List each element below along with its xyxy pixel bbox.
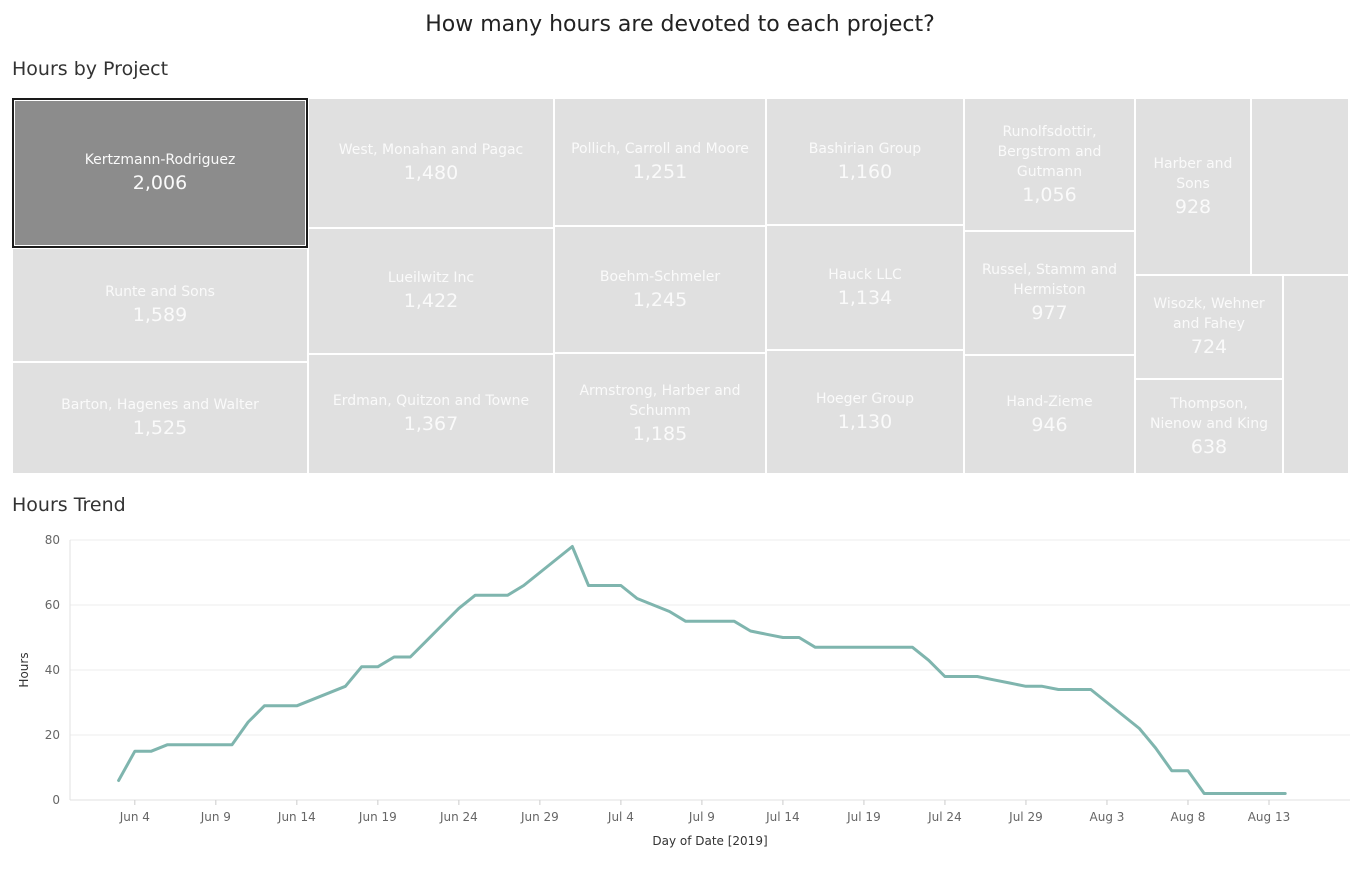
tile-project-name: Pollich, Carroll and Moore (571, 141, 749, 157)
treemap-tile[interactable]: Erdman, Quitzon and Towne 1,367 (308, 354, 554, 474)
tile-project-name: Hoeger Group (815, 391, 915, 407)
x-tick-label: Jul 19 (846, 810, 881, 824)
tile-hours-value: 1,251 (632, 161, 688, 183)
tile-hours-value: 1,589 (132, 304, 188, 326)
tile-project-name: West, Monahan and Pagac (338, 142, 524, 158)
treemap-tile[interactable]: Pollich, Carroll and Moore 1,251 (554, 98, 766, 226)
tile-project-name: Bashirian Group (808, 140, 922, 157)
treemap-tile[interactable]: Runte and Sons 1,589 (12, 248, 308, 362)
treemap-tile[interactable]: Hand-Zieme 946 (964, 355, 1135, 474)
tile-hours-value: 2,006 (132, 172, 188, 194)
y-tick-label: 0 (52, 793, 60, 807)
tile-project-name: Wisozk, Wehner and Fahey (1153, 296, 1265, 332)
trend-title: Hours Trend (12, 494, 126, 516)
treemap-tile[interactable]: Hoeger Group 1,130 (766, 350, 964, 474)
x-tick-label: Jul 14 (765, 810, 800, 824)
series-line-hours (117, 545, 1287, 795)
treemap-tile[interactable]: Boehm-Schmeler 1,245 (554, 226, 766, 353)
tile-project-name: Kertzmann-Rodriguez (84, 152, 236, 168)
treemap-tile-unlabeled[interactable] (1251, 98, 1349, 275)
y-tick-label: 60 (45, 598, 60, 612)
tile-hours-value: 1,056 (1022, 183, 1077, 206)
tile-project-name: Barton, Hagenes and Walter (61, 397, 259, 413)
tile-hours-value: 1,480 (403, 162, 459, 184)
tile-hours-value: 1,160 (837, 160, 893, 183)
x-tick-label: Jun 4 (119, 810, 150, 824)
tile-project-name: Armstrong, Harber and Schumm (579, 382, 741, 419)
y-tick-label: 80 (45, 533, 60, 547)
tile-project-name: Runte and Sons (105, 284, 215, 300)
x-tick-label: Aug 8 (1171, 810, 1206, 824)
treemap-tile[interactable]: Barton, Hagenes and Walter 1,525 (12, 362, 308, 474)
treemap-tile[interactable]: Harber and Sons 928 (1135, 98, 1251, 275)
tile-hours-value: 1,130 (837, 411, 893, 433)
tile-hours-value: 1,185 (632, 422, 688, 445)
tile-hours-value: 1,422 (403, 290, 459, 312)
tile-hours-value: 1,134 (837, 286, 893, 309)
tile-project-name: Hand-Zieme (1006, 393, 1093, 410)
treemap-tile[interactable]: Kertzmann-Rodriguez 2,006 (12, 98, 308, 248)
treemap-tile[interactable]: West, Monahan and Pagac 1,480 (308, 98, 554, 228)
x-axis-title: Day of Date [2019] (652, 834, 767, 848)
x-tick-label: Jul 9 (688, 810, 715, 824)
x-tick-label: Aug 13 (1248, 810, 1291, 824)
tile-hours-value: 1,245 (632, 288, 688, 311)
tile-project-name: Harber and Sons (1153, 155, 1233, 192)
tile-project-name: Thompson, Nienow and King (1150, 395, 1268, 432)
tile-project-name: Erdman, Quitzon and Towne (332, 393, 530, 409)
tile-hours-value: 977 (1031, 302, 1068, 324)
dashboard-title: How many hours are devoted to each proje… (425, 12, 935, 37)
tile-hours-value: 1,367 (403, 413, 459, 435)
treemap-tile[interactable]: Wisozk, Wehner and Fahey 724 (1135, 275, 1283, 379)
treemap-tile[interactable]: Thompson, Nienow and King 638 (1135, 379, 1283, 474)
x-tick-label: Jul 24 (927, 810, 962, 824)
treemap-tile[interactable]: Runolfsdottir, Bergstrom and Gutmann 1,05… (964, 98, 1135, 231)
x-tick-label: Aug 3 (1090, 810, 1125, 824)
x-tick-label: Jun 29 (520, 810, 559, 824)
x-tick-label: Jun 14 (277, 810, 316, 824)
treemap-title: Hours by Project (12, 58, 169, 80)
x-tick-label: Jun 9 (200, 810, 231, 824)
tile-project-name: Boehm-Schmeler (599, 268, 721, 285)
tile-project-name: Lueilwitz Inc (387, 270, 475, 286)
tile-project-name: Russel, Stamm and Hermiston (982, 262, 1117, 298)
y-tick-label: 20 (45, 728, 60, 742)
treemap-tile-unlabeled[interactable] (1283, 275, 1349, 474)
tile-hours-value: 946 (1031, 413, 1068, 436)
treemap-tile[interactable]: Armstrong, Harber and Schumm 1,185 (554, 353, 766, 474)
y-tick-label: 40 (45, 663, 60, 677)
treemap-tile[interactable]: Lueilwitz Inc 1,422 (308, 228, 554, 354)
x-tick-label: Jul 4 (607, 810, 634, 824)
treemap-tile[interactable]: Hauck LLC 1,134 (766, 225, 964, 350)
x-tick-label: Jul 29 (1008, 810, 1043, 824)
hours-trend-chart: 0 20 40 60 80 Jun 4 Jun 9 Jun 14 Jun 19 Jun 24 Jun… (17, 533, 1350, 848)
tile-project-name: Runolfsdottir, Bergstrom and Gutmann (997, 123, 1102, 180)
tile-hours-value: 1,525 (132, 417, 188, 439)
x-tick-label: Jun 24 (439, 810, 478, 824)
treemap-tile[interactable]: Bashirian Group 1,160 (766, 98, 964, 225)
tile-hours-value: 724 (1190, 336, 1228, 358)
y-axis-title: Hours (17, 652, 31, 687)
tile-hours-value: 638 (1190, 435, 1228, 458)
tile-project-name: Hauck LLC (828, 266, 902, 283)
x-tick-label: Jun 19 (358, 810, 397, 824)
treemap-tile[interactable]: Russel, Stamm and Hermiston 977 (964, 231, 1135, 355)
tile-hours-value: 928 (1174, 195, 1212, 218)
